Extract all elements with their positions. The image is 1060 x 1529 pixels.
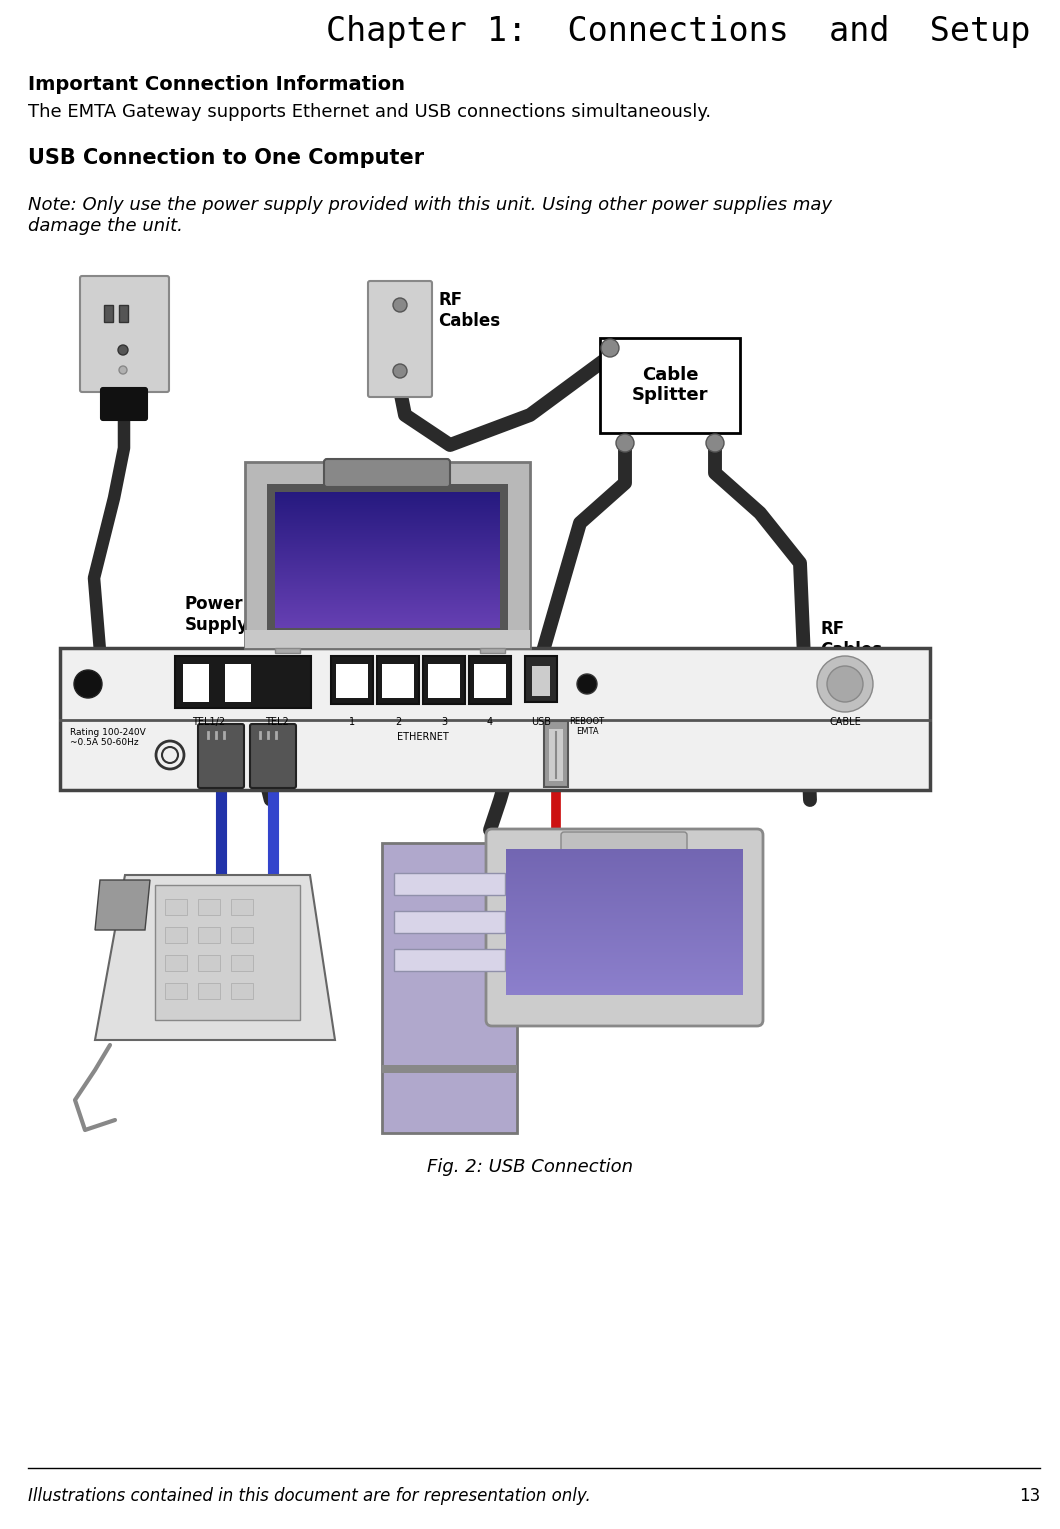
Bar — [423, 656, 465, 703]
Bar — [331, 656, 373, 703]
Bar — [245, 630, 530, 648]
Text: Note: Only use the power supply provided with this unit. Using other power suppl: Note: Only use the power supply provided… — [28, 196, 832, 235]
Text: RF
Cables: RF Cables — [438, 291, 500, 330]
FancyBboxPatch shape — [198, 725, 244, 787]
Text: REBOOT
EMTA: REBOOT EMTA — [569, 717, 604, 737]
Bar — [377, 656, 419, 703]
FancyBboxPatch shape — [368, 281, 432, 398]
Bar — [600, 338, 740, 433]
Bar — [610, 835, 639, 875]
Text: Fig. 2: USB Connection: Fig. 2: USB Connection — [427, 1157, 633, 1176]
Circle shape — [118, 346, 128, 355]
FancyBboxPatch shape — [485, 829, 763, 1026]
Circle shape — [119, 365, 127, 375]
Text: TEL1/2: TEL1/2 — [193, 717, 226, 726]
Circle shape — [817, 656, 873, 713]
Bar — [394, 911, 505, 933]
Bar — [394, 950, 505, 971]
Circle shape — [156, 742, 184, 769]
Bar — [474, 664, 506, 699]
FancyBboxPatch shape — [544, 722, 568, 787]
Bar — [382, 1066, 517, 1073]
Polygon shape — [95, 875, 335, 1040]
Circle shape — [827, 667, 863, 702]
Circle shape — [601, 339, 619, 356]
Bar — [175, 656, 311, 708]
Bar — [198, 899, 220, 914]
Text: 1: 1 — [349, 717, 355, 726]
Bar — [231, 956, 253, 971]
Circle shape — [706, 434, 724, 453]
Bar — [549, 729, 563, 781]
Bar — [275, 648, 300, 653]
Bar — [60, 648, 930, 790]
Circle shape — [577, 674, 597, 694]
Bar — [198, 983, 220, 998]
Text: Illustrations contained in this document are for representation only.: Illustrations contained in this document… — [28, 1488, 590, 1505]
Text: ETHERNET: ETHERNET — [398, 732, 448, 742]
FancyBboxPatch shape — [101, 388, 147, 420]
Bar — [480, 648, 505, 653]
Bar — [245, 462, 530, 648]
Bar — [155, 885, 300, 1020]
FancyBboxPatch shape — [80, 277, 169, 391]
Bar — [231, 899, 253, 914]
Bar — [525, 656, 557, 702]
Bar — [336, 664, 368, 699]
FancyBboxPatch shape — [250, 725, 296, 787]
Text: Power
Supply: Power Supply — [186, 595, 249, 635]
Text: USB: USB — [531, 717, 551, 726]
Text: The EMTA Gateway supports Ethernet and USB connections simultaneously.: The EMTA Gateway supports Ethernet and U… — [28, 102, 711, 121]
Bar — [104, 304, 113, 323]
FancyBboxPatch shape — [561, 832, 687, 856]
Bar — [382, 664, 414, 699]
Text: 4: 4 — [487, 717, 493, 726]
Circle shape — [393, 298, 407, 312]
Bar — [394, 873, 505, 894]
Bar — [198, 927, 220, 943]
Circle shape — [393, 364, 407, 378]
Bar — [192, 687, 200, 694]
Circle shape — [162, 748, 178, 763]
Circle shape — [616, 434, 634, 453]
Bar — [165, 983, 187, 998]
Text: Cable
Splitter: Cable Splitter — [632, 365, 708, 404]
Text: CABLE: CABLE — [829, 717, 861, 726]
FancyBboxPatch shape — [324, 459, 450, 488]
Bar — [532, 667, 550, 696]
Bar — [225, 664, 251, 702]
Bar — [382, 842, 517, 1133]
Circle shape — [74, 670, 102, 699]
Bar — [231, 983, 253, 998]
Bar — [165, 927, 187, 943]
Polygon shape — [95, 881, 151, 930]
Bar — [234, 687, 242, 694]
Text: 13: 13 — [1019, 1488, 1040, 1505]
Text: Important Connection Information: Important Connection Information — [28, 75, 405, 93]
Text: Rating 100-240V
~0.5A 50-60Hz: Rating 100-240V ~0.5A 50-60Hz — [70, 728, 146, 748]
Bar — [267, 485, 508, 636]
Bar — [119, 304, 128, 323]
Bar — [183, 664, 209, 702]
Text: RF
Cables: RF Cables — [820, 619, 882, 659]
Text: 3: 3 — [441, 717, 447, 726]
Bar — [469, 656, 511, 703]
Bar — [198, 956, 220, 971]
Bar — [428, 664, 460, 699]
Text: 2: 2 — [395, 717, 401, 726]
Bar — [165, 956, 187, 971]
Text: TEL2: TEL2 — [265, 717, 289, 726]
Text: Chapter 1:  Connections  and  Setup: Chapter 1: Connections and Setup — [325, 15, 1030, 47]
Bar — [165, 899, 187, 914]
Bar — [231, 927, 253, 943]
Text: USB Connection to One Computer: USB Connection to One Computer — [28, 148, 424, 168]
